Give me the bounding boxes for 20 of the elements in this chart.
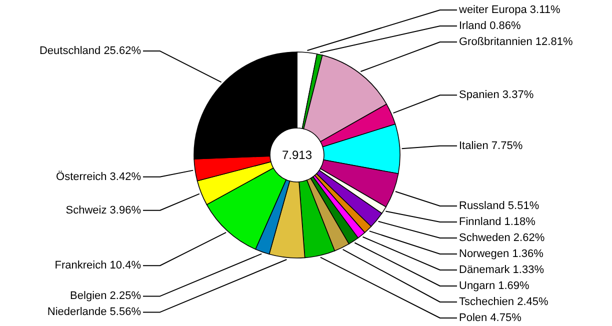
- slice-label: Dänemark 1.33%: [459, 264, 544, 276]
- slice-label: Spanien 3.37%: [459, 89, 534, 102]
- text: 7.913: [282, 148, 312, 162]
- slice-label: Belgien 2.25%: [70, 290, 142, 302]
- slice-label: Österreich 3.42%: [56, 170, 142, 183]
- slice-label: Polen 4.75%: [459, 312, 522, 324]
- slice-label: Ungarn 1.69%: [459, 280, 530, 292]
- slice-label: weiter Europa 3.11%: [458, 4, 561, 16]
- slice-label: Niederlande 5.56%: [47, 306, 142, 318]
- slice-label: Großbritannien 12.81%: [459, 36, 573, 48]
- slice-label: Deutschland 25.62%: [39, 45, 142, 58]
- slice-label: Italien 7.75%: [459, 140, 523, 152]
- slice-label: Tschechien 2.45%: [459, 296, 548, 308]
- slice-label: Frankreich 10.4%: [54, 260, 142, 272]
- slice-label: Finnland 1.18%: [459, 216, 536, 228]
- slice-label: Schweiz 3.96%: [66, 204, 142, 216]
- slice-label: Irland 0.86%: [459, 20, 521, 32]
- slice-label: Schweden 2.62%: [459, 232, 545, 244]
- slice-label: Norwegen 1.36%: [459, 248, 544, 260]
- slice-label: Russland 5.51%: [459, 200, 540, 212]
